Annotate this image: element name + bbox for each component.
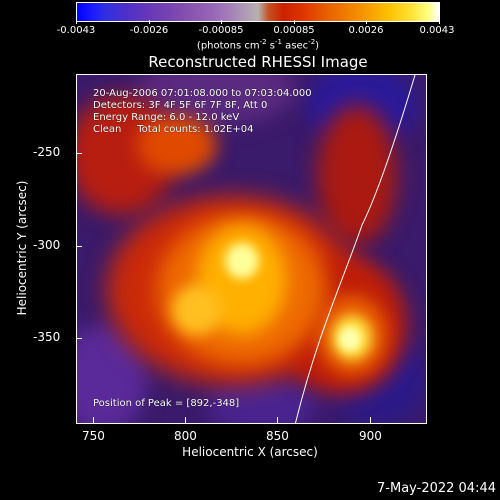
colorbar-tick — [294, 20, 295, 24]
colorbar-tick-label: 0.0026 — [348, 25, 384, 36]
y-tick-label: -350 — [33, 330, 61, 344]
y-tick — [76, 246, 82, 247]
map-region — [137, 115, 217, 175]
info-detectors: Detectors: 3F 4F 5F 6F 7F 8F, Att 0 — [93, 100, 268, 111]
y-tick — [76, 153, 82, 154]
image-map: 20-Aug-2006 07:01:08.000 to 07:03:04.000… — [76, 74, 427, 424]
x-tick-label: 900 — [359, 429, 382, 443]
y-tick-label: -300 — [33, 238, 61, 252]
colorbar-tick — [149, 20, 150, 24]
colorbar-tick — [76, 20, 77, 24]
map-peak — [225, 243, 259, 279]
colorbar-tick-label: 0.0043 — [419, 25, 455, 36]
x-axis-label: Heliocentric X (arcsec) — [182, 445, 318, 459]
x-tick-label: 800 — [174, 429, 197, 443]
colorbar-tick — [439, 20, 440, 24]
peak-position: Position of Peak = [892,-348] — [93, 398, 240, 409]
x-tick — [370, 417, 371, 423]
plot-title: Reconstructed RHESSI Image — [148, 53, 368, 71]
colorbar-tick-label: -0.0026 — [129, 25, 169, 36]
map-region — [317, 105, 397, 245]
x-tick-label: 850 — [266, 429, 289, 443]
map-region — [172, 285, 222, 335]
y-axis-label: Heliocentric Y (arcsec) — [15, 180, 29, 316]
y-tick — [76, 338, 82, 339]
colorbar-tick-label: 0.00085 — [273, 25, 315, 36]
colorbar-tick — [366, 20, 367, 24]
solar-limb — [294, 75, 416, 423]
info-clean-counts: Clean Total counts: 1.02E+04 — [93, 124, 254, 135]
info-time-range: 20-Aug-2006 07:01:08.000 to 07:03:04.000 — [93, 88, 312, 99]
colorbar-tick-label: -0.0043 — [56, 25, 96, 36]
colorbar-units: (photons cm-2 s-1 asec-2) — [196, 38, 320, 52]
x-tick — [185, 417, 186, 423]
timestamp: 7-May-2022 04:44 — [377, 481, 496, 496]
colorbar — [76, 2, 440, 22]
x-tick-label: 750 — [82, 429, 105, 443]
colorbar-tick — [221, 20, 222, 24]
x-tick — [93, 417, 94, 423]
colorbar-tick-label: -0.00085 — [198, 25, 244, 36]
map-peak — [339, 327, 361, 351]
y-tick-label: -250 — [33, 145, 61, 159]
x-tick — [277, 417, 278, 423]
info-energy-range: Energy Range: 6.0 - 12.0 keV — [93, 112, 240, 123]
